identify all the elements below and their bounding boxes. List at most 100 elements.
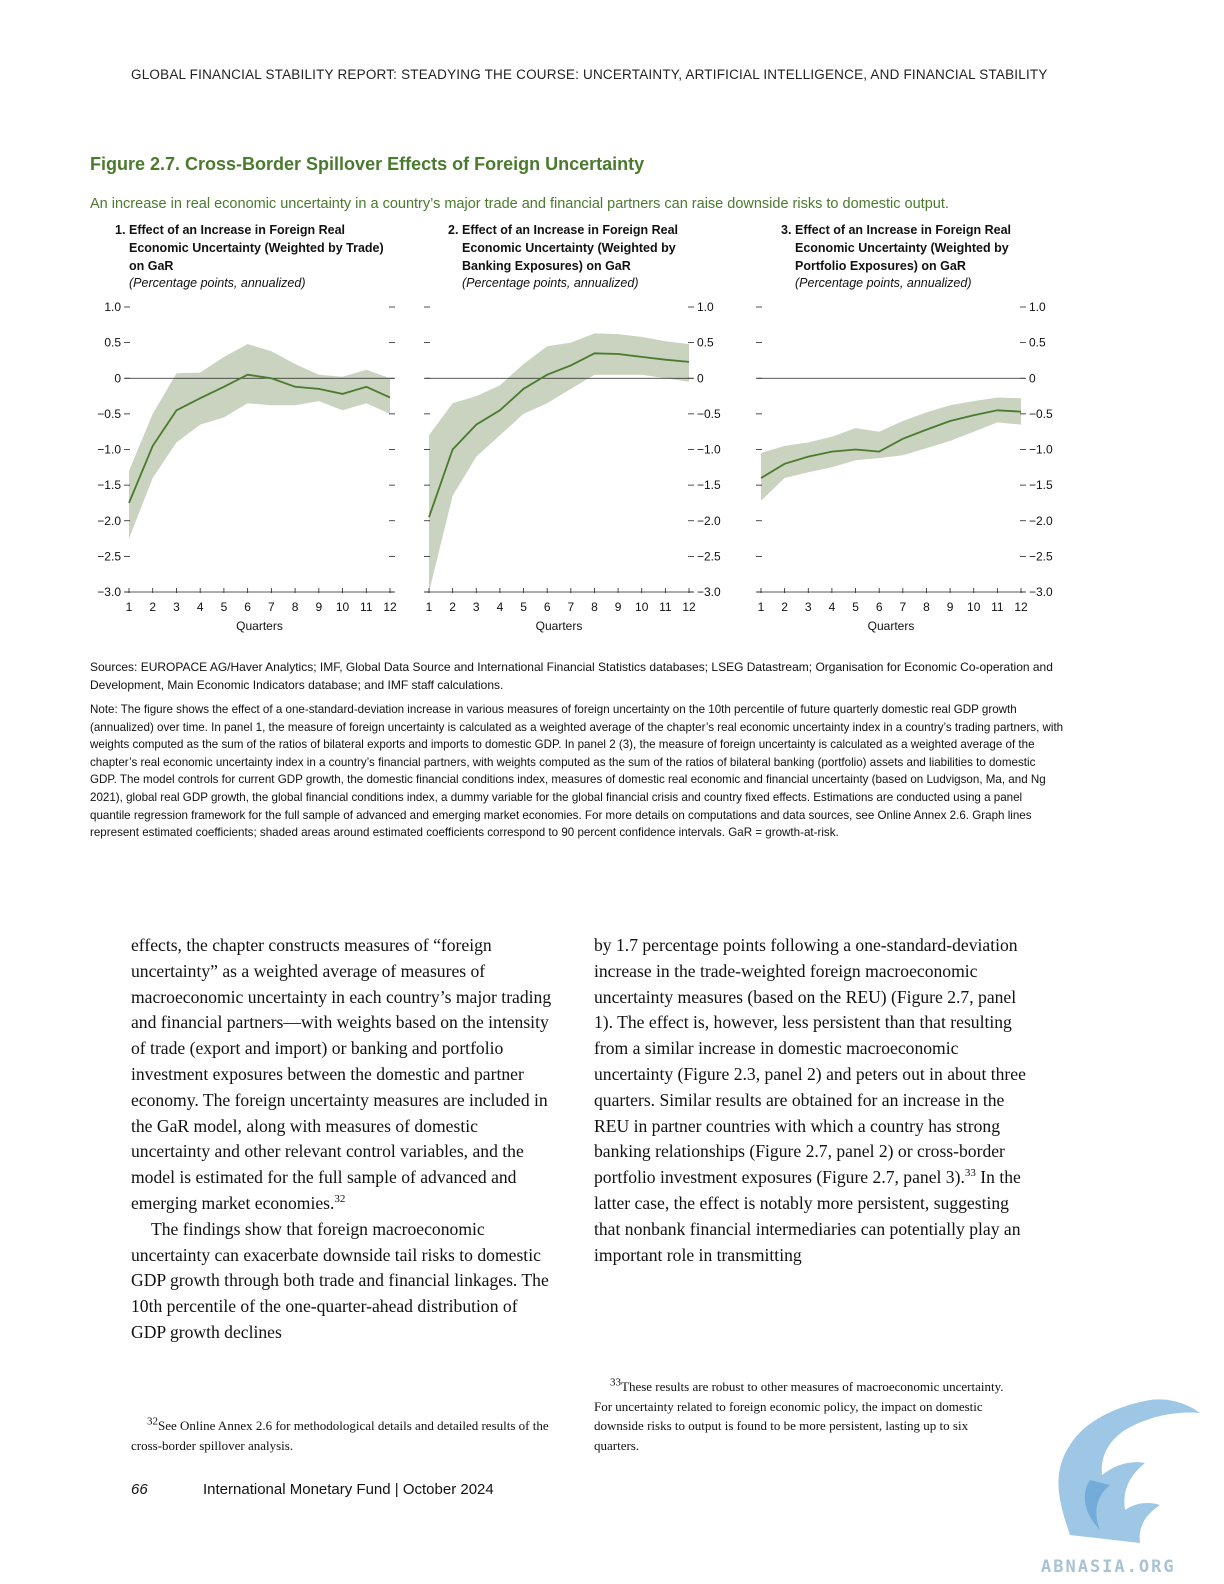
page-number: 66 [131,1481,148,1498]
panel-1-x-tick-label: 3 [173,600,180,614]
watermark-logo-icon [1058,1399,1200,1543]
panel-2-title: 2. Effect of an Increase in Foreign Real… [448,221,679,275]
panel-3-y-tick-label: 0.5 [1029,336,1046,350]
figure-title: Figure 2.7. Cross-Border Spillover Effec… [90,154,645,174]
panel-3-unit: (Percentage points, annualized) [795,276,972,290]
footnote-text: These results are robust to other measur… [594,1379,1004,1453]
panel-3-title: 3. Effect of an Increase in Foreign Real… [781,221,1012,275]
panel-1-title-line: Effect of an Increase in Foreign Real [129,223,346,237]
panel-2-y-tick-label: 1.0 [697,300,714,314]
panel-1-x-tick-label: 6 [244,600,251,614]
body-paragraph: by 1.7 percentage points following a one… [594,933,1026,1268]
panel-1-number: 1. [115,223,126,237]
panel-2-x-tick-label: 11 [659,600,672,614]
panel-1-x-axis-label: Quarters [236,619,283,633]
footnote-32: 32See Online Annex 2.6 for methodologica… [131,1416,551,1455]
footnote-ref[interactable]: 32 [334,1193,346,1206]
panel-2-x-tick-label: 9 [615,600,622,614]
panel-2-y-tick-label: −1.0 [697,443,721,457]
panel-2-x-tick-label: 10 [635,600,649,614]
footnote-text: See Online Annex 2.6 for methodological … [131,1418,549,1453]
footnote-number: 33 [610,1376,621,1389]
panel-3-title-line: Effect of an Increase in Foreign Real [795,223,1012,237]
panel-2-estimate-line [428,352,690,518]
panel-1-x-tick-label: 12 [383,600,397,614]
panel-2-x-tick-label: 3 [473,600,480,614]
panel-1-title-line: on GaR [129,259,174,273]
panel-3-x-tick-label: 5 [852,600,859,614]
panel-3-title-line: Portfolio Exposures) on GaR [795,259,966,273]
panel-1-confidence-band [129,344,390,539]
panel-1-x-tick-label: 5 [221,600,228,614]
panel-1-x-tick-label: 8 [292,600,299,614]
panel-2-title-line: Banking Exposures) on GaR [462,259,631,273]
panel-2-x-tick-label: 5 [520,600,527,614]
panel-1-unit: (Percentage points, annualized) [129,276,306,290]
panel-3-estimate-line [760,409,1022,479]
watermark-text: ABNASIA.ORG [1041,1557,1176,1577]
panel-2-y-tick-label: −2.0 [697,514,721,528]
panel-3-x-tick-label: 12 [1014,600,1028,614]
panel-2-y-tick-label: −0.5 [697,407,721,421]
panel-3-x-tick-label: 10 [967,600,981,614]
panel-2-x-tick-label: 7 [567,600,574,614]
panel-1-y-tick-label: 0.5 [104,336,121,350]
panel-1-y-tick-label: −2.0 [97,514,121,528]
running-head: GLOBAL FINANCIAL STABILITY REPORT: STEAD… [131,67,1048,82]
panel-3-x-tick-label: 8 [923,600,930,614]
panel-3-x-tick-label: 9 [947,600,954,614]
panel-3-y-tick-label: −1.5 [1029,478,1053,492]
panel-3-y-tick-label: −2.0 [1029,514,1053,528]
panel-3-x-tick-label: 1 [758,600,765,614]
panel-3-y-tick-label: 1.0 [1029,300,1046,314]
body-text: by 1.7 percentage points following a one… [594,935,1026,1188]
body-paragraph: The findings show that foreign macroecon… [131,1218,549,1342]
panel-2-x-tick-label: 6 [544,600,551,614]
panel-2-x-tick-label: 2 [449,600,456,614]
panel-3-x-axis-label: Quarters [868,619,915,633]
panel-3-x-tick-label: 6 [876,600,883,614]
panel-3-y-tick-label: −1.0 [1029,443,1053,457]
panel-2-y-tick-label: 0.5 [697,336,714,350]
footer-publication: International Monetary Fund | October 20… [203,1481,494,1498]
panel-2-x-axis-label: Quarters [536,619,583,633]
figure-sources: Sources: EUROPACE AG/Haver Analytics; IM… [90,660,1053,692]
panel-3-y-tick-label: −0.5 [1029,407,1053,421]
panel-1-x-tick-label: 1 [126,600,133,614]
panel-1-y-tick-label: −0.5 [97,407,121,421]
body-column-right: by 1.7 percentage points following a one… [594,933,1026,1268]
panel-1-x-tick-label: 9 [315,600,322,614]
panel-3-x-tick-label: 2 [781,600,788,614]
panel-2-title-line: Effect of an Increase in Foreign Real [462,223,679,237]
panel-2-y-tick-label: 0 [697,371,704,385]
body-text: effects, the chapter constructs measures… [131,935,552,1213]
footnote-number: 32 [147,1415,158,1428]
figure-note: Note: The figure shows the effect of a o… [90,703,1064,840]
panel-2-x-tick-label: 8 [591,600,598,614]
panel-1-x-tick-label: 4 [197,600,204,614]
panel-3-y-tick-label: −2.5 [1029,549,1053,563]
panel-2-unit: (Percentage points, annualized) [462,276,639,290]
figure-charts: 1 2 3 4 5 6 7 8 9 10 11 12Quarters1.00.50−0.5−1.0−1… [97,300,1053,633]
panel-3-x-tick-label: 4 [829,600,836,614]
panel-2-x-tick-label: 1 [426,600,433,614]
footnote-ref[interactable]: 33 [964,1167,976,1180]
panel-1-title-line: Economic Uncertainty (Weighted by Trade) [129,241,384,255]
panel-1-y-tick-label: −1.0 [97,443,121,457]
panel-3-number: 3. [781,223,792,237]
body-text: In the latter case, the effect is notabl… [594,1167,1021,1265]
panel-3-confidence-band [761,397,1021,501]
body-paragraph: effects, the chapter constructs measures… [131,933,556,1217]
panel-1-y-tick-label: −3.0 [97,585,121,599]
panel-2-x-tick-label: 12 [682,600,696,614]
panel-1-title: 1. Effect of an Increase in Foreign Real… [115,221,384,275]
panel-1-y-tick-label: −1.5 [97,478,121,492]
body-column-left: effects, the chapter constructs measures… [131,933,556,1346]
panel-3-y-tick-label: 0 [1029,371,1036,385]
panel-1-x-tick-label: 10 [336,600,350,614]
panel-1-x-tick-label: 11 [360,600,373,614]
panel-3-y-tick-label: −3.0 [1029,585,1053,599]
panel-3-x-tick-label: 11 [991,600,1004,614]
panel-1-x-tick-label: 7 [268,600,275,614]
panel-1-estimate-line [128,373,391,504]
